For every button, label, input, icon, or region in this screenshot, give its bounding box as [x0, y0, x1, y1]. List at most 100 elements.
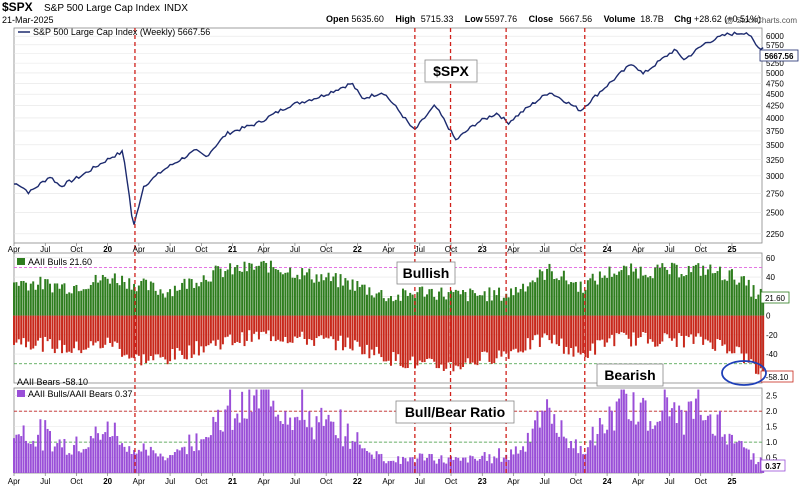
bears-bar	[317, 315, 320, 337]
bears-bar	[740, 315, 743, 354]
bears-bar	[601, 315, 604, 340]
bears-bar	[370, 315, 373, 350]
bears-bar	[77, 315, 80, 351]
price-xtick-label: 25	[728, 245, 737, 254]
bears-bar	[221, 315, 224, 345]
ratio-bar	[344, 436, 347, 473]
ratio-annotation-text: Bull/Bear Ratio	[405, 404, 505, 420]
bulls-bar	[387, 298, 390, 316]
price-legend-text: S&P 500 Large Cap Index (Weekly) 5667.56	[33, 27, 210, 37]
ratio-bar	[32, 440, 35, 473]
ratio-bar	[488, 454, 491, 473]
bulls-bar	[519, 288, 522, 316]
ratio-bar	[486, 460, 489, 473]
bears-bar	[418, 315, 421, 361]
ratio-bar	[433, 460, 436, 473]
bears-bar	[255, 315, 258, 332]
bulls-bar	[63, 283, 66, 316]
bears-bar	[637, 315, 640, 338]
bulls-bar	[555, 278, 558, 316]
bulls-bar	[128, 278, 131, 316]
bulls-last-value: 21.60	[765, 294, 786, 303]
ratio-bar	[553, 414, 556, 473]
bears-bar	[253, 315, 256, 334]
bulls-bar	[205, 279, 208, 316]
ratio-bar	[757, 461, 760, 473]
bears-bar	[442, 315, 445, 371]
bears-bar	[651, 315, 654, 342]
ratio-bar	[116, 436, 119, 473]
bears-bar	[260, 315, 263, 333]
bears-bar	[553, 315, 556, 335]
bulls-bar	[608, 266, 611, 316]
bears-bar	[363, 315, 366, 355]
ratio-bar	[651, 428, 654, 473]
ratio-bar	[298, 420, 301, 473]
bears-bar	[726, 315, 729, 354]
bears-bar	[481, 315, 484, 352]
ratio-bar	[260, 389, 263, 473]
bears-bar	[248, 315, 251, 331]
ratio-bar	[709, 414, 712, 473]
bulls-bar	[80, 290, 83, 316]
bears-bar	[385, 315, 388, 362]
bulls-bar	[486, 301, 489, 316]
bulls-bar	[421, 286, 424, 316]
bears-bar	[152, 315, 155, 361]
bears-bar	[754, 315, 757, 374]
bears-bar	[351, 315, 354, 351]
bulls-bar	[730, 269, 733, 316]
ratio-bar	[200, 439, 203, 473]
bulls-bar	[577, 291, 580, 316]
bulls-bar	[315, 274, 318, 316]
ratio-bar	[663, 389, 666, 473]
ratio-xtick-label: Apr	[133, 477, 146, 486]
ratio-xtick-label: 21	[228, 477, 237, 486]
bears-bar	[500, 315, 503, 357]
bulls-bar	[522, 283, 525, 316]
bulls-bar	[176, 290, 179, 316]
ratio-bar	[255, 389, 258, 473]
bears-bar	[188, 315, 191, 346]
bulls-bar	[726, 280, 729, 316]
bulls-bar	[370, 295, 373, 316]
ratio-xtick-label: 20	[103, 477, 112, 486]
price-xtick-label: Oct	[195, 245, 208, 254]
ratio-bar	[642, 397, 645, 473]
bulls-bar	[353, 290, 356, 316]
ratio-bar	[654, 425, 657, 473]
bears-bar	[140, 315, 143, 366]
ratio-bar	[149, 446, 152, 473]
bears-bar	[250, 315, 253, 342]
bears-bar	[579, 315, 582, 355]
ratio-bar	[315, 416, 318, 473]
bullish-annotation-text: Bullish	[403, 265, 450, 281]
bears-bar	[620, 315, 623, 333]
bulls-bar	[32, 281, 35, 316]
bulls-bar	[380, 290, 383, 316]
bulls-bar	[589, 278, 592, 316]
bears-bar	[699, 315, 702, 337]
bulls-bar	[111, 278, 114, 316]
bears-bar	[694, 315, 697, 337]
ratio-bar	[109, 437, 112, 473]
bulls-bar	[229, 263, 232, 316]
ratio-last-value: 0.37	[765, 462, 781, 471]
bulls-bar	[185, 288, 188, 316]
bears-bar	[265, 315, 268, 334]
bulls-bar	[718, 266, 721, 316]
ratio-bar	[121, 443, 124, 473]
bears-bar	[125, 315, 128, 355]
bears-legend-text: AAII Bears -58.10	[17, 377, 88, 387]
bears-bar	[586, 315, 589, 358]
bears-bar	[94, 315, 97, 343]
bulls-bar	[272, 267, 275, 316]
bulls-bar	[29, 283, 32, 316]
bears-bar	[231, 315, 234, 346]
bears-bar	[565, 315, 568, 347]
bears-bar	[387, 315, 390, 361]
bears-bar	[543, 315, 546, 334]
bears-bar	[13, 315, 15, 345]
bulls-bar	[257, 265, 260, 316]
bulls-bar	[512, 295, 515, 316]
